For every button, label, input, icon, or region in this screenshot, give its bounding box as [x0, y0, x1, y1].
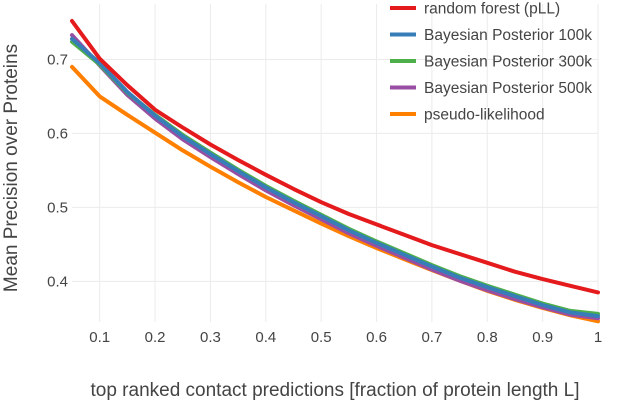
y-axis-title: Mean Precision over Proteins	[1, 44, 22, 292]
legend-item-bayesian-posterior-100k[interactable]: Bayesian Posterior 100k	[390, 27, 592, 44]
series-line-bayesian-posterior-100k	[70, 36, 600, 319]
y-axis-ticks: 0.4 0.5 0.6 0.7	[47, 51, 68, 290]
y-tick-label: 0.4	[47, 273, 68, 290]
x-tick-label: 0.1	[89, 329, 110, 346]
legend-label: Bayesian Posterior 300k	[424, 54, 592, 71]
x-tick-label: 0.9	[532, 329, 553, 346]
series-lines	[70, 19, 600, 324]
legend-label: Bayesian Posterior 500k	[424, 80, 592, 97]
legend-item-random-forest-pll[interactable]: random forest (pLL)	[390, 1, 560, 18]
legend[interactable]: random forest (pLL) Bayesian Posterior 10…	[390, 1, 592, 124]
series-line-random-forest-pll	[70, 19, 600, 295]
x-tick-label: 0.5	[311, 329, 332, 346]
y-tick-label: 0.5	[47, 199, 68, 216]
series-line-bayesian-posterior-500k	[70, 33, 600, 321]
x-axis-title: top ranked contact predictions [fraction…	[90, 380, 579, 400]
gridlines	[72, 4, 599, 322]
x-tick-label: 0.2	[145, 329, 166, 346]
legend-item-bayesian-posterior-300k[interactable]: Bayesian Posterior 300k	[390, 54, 592, 71]
y-tick-label: 0.7	[47, 51, 68, 68]
legend-item-pseudo-likelihood[interactable]: pseudo-likelihood	[390, 107, 545, 124]
legend-item-bayesian-posterior-500k[interactable]: Bayesian Posterior 500k	[390, 80, 592, 97]
x-tick-label: 0.4	[255, 329, 276, 346]
x-tick-label: 0.8	[477, 329, 498, 346]
x-tick-label: 0.7	[421, 329, 442, 346]
x-tick-label: 1	[594, 329, 602, 346]
x-tick-label: 0.3	[200, 329, 221, 346]
legend-label: Bayesian Posterior 100k	[424, 27, 592, 44]
x-axis-ticks: 0.1 0.2 0.3 0.4 0.5 0.6 0.7 0.8 0.9 1	[89, 329, 602, 346]
legend-label: random forest (pLL)	[424, 1, 560, 18]
legend-label: pseudo-likelihood	[424, 107, 545, 124]
y-tick-label: 0.6	[47, 125, 68, 142]
x-tick-label: 0.6	[366, 329, 387, 346]
